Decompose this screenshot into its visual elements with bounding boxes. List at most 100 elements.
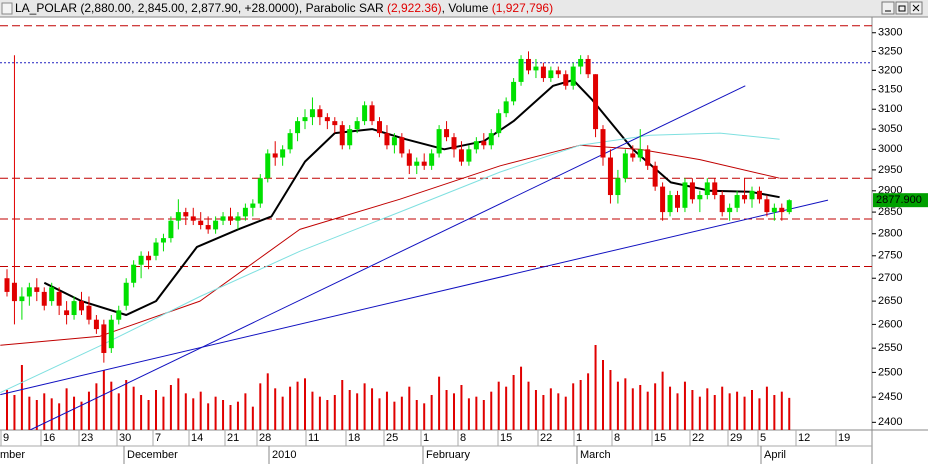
candle-body [220, 216, 226, 221]
candle-body [771, 207, 777, 213]
candle-body [235, 216, 241, 221]
candle-body [213, 220, 219, 230]
y-tick-label: 2800 [878, 228, 902, 240]
candle-body [600, 129, 606, 158]
volume-bar [445, 390, 448, 430]
volume-bar [87, 391, 90, 430]
candle-body [742, 195, 748, 200]
x-tick-label: 8 [460, 432, 466, 444]
indicator-value: (1,927,796) [492, 1, 553, 15]
y-tick-label: 3250 [878, 45, 902, 57]
candle-body [272, 153, 278, 158]
candle-body [458, 149, 464, 162]
volume-bar [758, 398, 761, 430]
candle-body [347, 129, 353, 146]
candle-body [689, 182, 695, 200]
candle-body [250, 203, 256, 208]
candle-body [399, 137, 405, 154]
volume-bar [318, 396, 321, 430]
overlay-line [29, 85, 746, 430]
candle-body [764, 199, 770, 213]
volume-bar [549, 388, 552, 430]
y-tick-label: 2700 [878, 272, 902, 284]
volume-bar [616, 381, 619, 430]
candle-body [540, 66, 546, 79]
candle-body [473, 141, 479, 150]
volume-bar [400, 396, 403, 430]
candle-body [406, 153, 412, 166]
volume-bar [333, 395, 336, 430]
candle-body [526, 58, 531, 71]
app-icon [1, 2, 13, 15]
candle-body [11, 282, 17, 302]
candle-body [697, 195, 703, 200]
restore-button[interactable] [895, 1, 909, 15]
candle-body [615, 178, 621, 196]
volume-bar [527, 381, 530, 430]
volume-bar [646, 391, 649, 430]
month-label: December [127, 449, 178, 461]
month-label: 2010 [272, 449, 296, 461]
candle-body [496, 113, 502, 134]
candle-body [414, 161, 420, 166]
candle-body [377, 121, 382, 134]
y-tick-label: 3200 [878, 64, 902, 76]
candle-body [652, 165, 658, 187]
candle-body [116, 310, 122, 320]
indicator-value: (2,922.36) [387, 1, 442, 15]
candle-body [444, 129, 450, 138]
volume-bar [162, 396, 165, 430]
y-tick-label: 2450 [878, 391, 902, 403]
candle-body [548, 70, 554, 79]
volume-bar [13, 395, 16, 430]
y-tick-label: 2950 [878, 164, 902, 176]
candle-body [675, 195, 680, 208]
volume-bar [274, 388, 277, 430]
volume-bar [736, 391, 739, 430]
volume-bar [58, 403, 61, 430]
candle-body [637, 149, 643, 158]
candle-body [131, 264, 137, 283]
candle-body [265, 153, 271, 179]
volume-bar [356, 393, 359, 430]
candle-body [101, 324, 107, 353]
candle-body [660, 186, 666, 213]
volume-bar [691, 390, 694, 430]
candle-body [71, 301, 77, 316]
volume-bar [661, 371, 664, 430]
candle-body [56, 291, 62, 306]
volume-bar [20, 365, 23, 430]
candle-body [682, 182, 688, 208]
candle-body [302, 117, 308, 122]
minimize-button[interactable] [881, 1, 895, 15]
volume-bar [490, 391, 493, 430]
candle-body [64, 310, 70, 316]
candle-body [287, 133, 293, 150]
candle-body [503, 101, 509, 114]
x-tick-label: 23 [81, 432, 93, 444]
volume-bar [415, 400, 418, 430]
x-tick-label: 14 [191, 432, 203, 444]
candle-body [41, 291, 47, 306]
candle-body [183, 212, 189, 217]
candle-body [451, 137, 457, 150]
candle-body [19, 296, 25, 302]
candle-body [205, 225, 211, 230]
candle-body [295, 121, 301, 134]
volume-bar [371, 388, 374, 430]
candle-body [712, 182, 718, 196]
volume-bar [125, 380, 128, 430]
volume-bar [557, 393, 560, 430]
volume-bar [520, 366, 523, 430]
volume-bar [140, 395, 143, 430]
candle-body [622, 153, 628, 179]
candle-body [317, 109, 323, 118]
volume-bar [155, 390, 157, 430]
month-label: mber [0, 449, 25, 461]
volume-bar [192, 398, 195, 430]
title-bar [0, 0, 928, 17]
volume-bar [289, 386, 292, 430]
volume-bar [43, 393, 46, 430]
